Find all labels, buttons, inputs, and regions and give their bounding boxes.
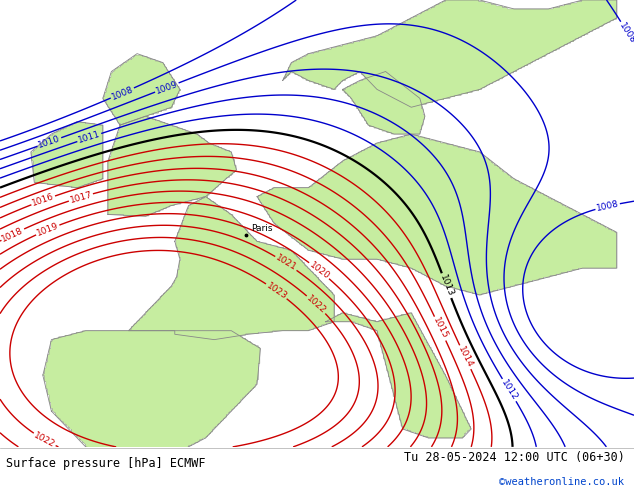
Text: 1017: 1017 <box>68 190 93 205</box>
Text: 1019: 1019 <box>36 221 60 238</box>
Text: 1011: 1011 <box>77 130 101 145</box>
Text: ©weatheronline.co.uk: ©weatheronline.co.uk <box>500 477 624 487</box>
Text: 1023: 1023 <box>264 281 288 301</box>
Text: 1016: 1016 <box>31 192 56 208</box>
Text: 1015: 1015 <box>431 316 450 341</box>
Text: 1008: 1008 <box>618 21 634 45</box>
Text: 1010: 1010 <box>37 134 61 150</box>
Text: 1018: 1018 <box>1 225 25 244</box>
Text: Tu 28-05-2024 12:00 UTC (06+30): Tu 28-05-2024 12:00 UTC (06+30) <box>404 451 624 464</box>
Text: 1012: 1012 <box>499 378 519 402</box>
Text: 1020: 1020 <box>307 260 331 281</box>
Text: 1021: 1021 <box>274 253 298 273</box>
Text: 1022: 1022 <box>32 431 56 449</box>
Text: 1013: 1013 <box>438 273 455 298</box>
Text: Surface pressure [hPa] ECMWF: Surface pressure [hPa] ECMWF <box>6 457 206 470</box>
Text: 1009: 1009 <box>155 79 179 96</box>
Text: 1014: 1014 <box>456 345 474 369</box>
Text: 1022: 1022 <box>305 294 328 316</box>
Text: 1008: 1008 <box>110 84 134 101</box>
Text: 1008: 1008 <box>595 199 620 213</box>
Text: Paris: Paris <box>251 224 273 233</box>
